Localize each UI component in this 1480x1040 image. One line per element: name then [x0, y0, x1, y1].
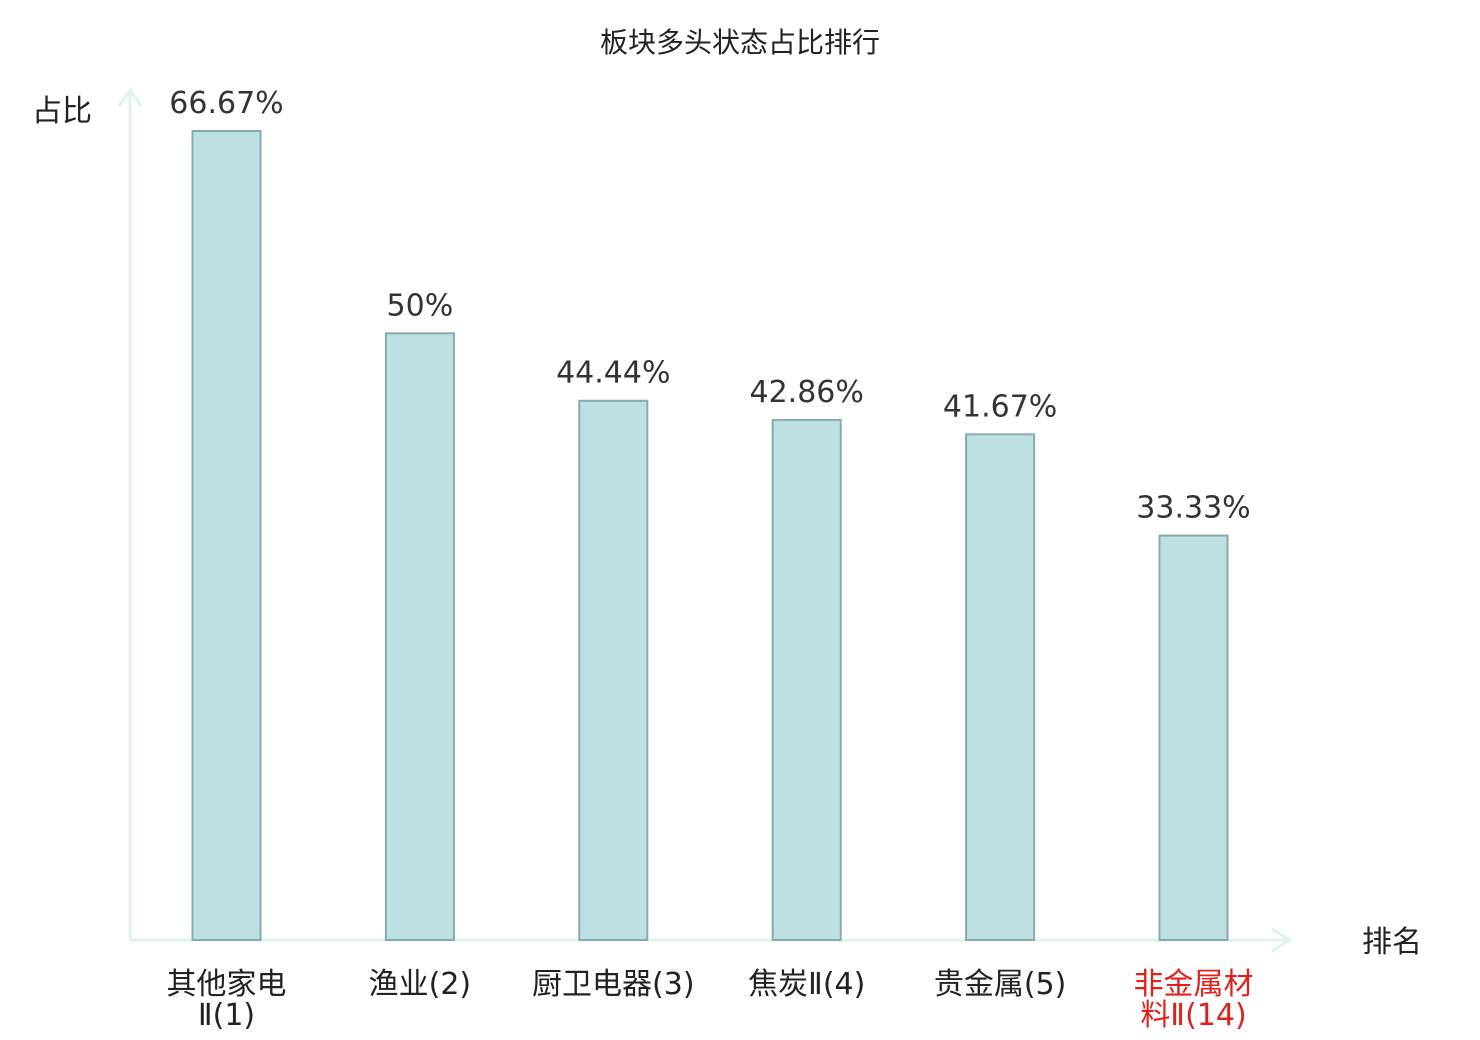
value-label-3: 44.44%: [556, 356, 670, 391]
category-label-line: 焦炭Ⅱ(4): [748, 967, 865, 1002]
chart-title: 板块多头状态占比排行: [600, 26, 880, 59]
y-axis-label: 占比: [32, 94, 92, 129]
value-labels-group: 66.67% 50% 44.44% 42.86% 41.67% 33.33%: [169, 86, 1250, 526]
bars-group: [191, 130, 1229, 941]
value-label-1: 66.67%: [169, 86, 283, 121]
category-label-line: Ⅱ(1): [198, 998, 255, 1033]
category-labels-group: 其他家电 Ⅱ(1) 渔业(2) 厨卫电器(3) 焦炭Ⅱ(4) 贵金属(5) 非金属材料Ⅱ(1…: [167, 967, 1254, 1033]
value-label-4: 42.86%: [750, 375, 864, 410]
category-label-2: 渔业(2): [369, 967, 472, 1002]
bar-3: [578, 399, 649, 941]
category-label-line: 贵金属(5): [934, 967, 1067, 1002]
x-axis-label: 排名: [1362, 925, 1422, 960]
bar-1: [191, 130, 262, 941]
value-label-6: 33.33%: [1136, 491, 1250, 526]
bar-2: [384, 332, 455, 941]
category-label-1: 其他家电 Ⅱ(1): [167, 967, 287, 1033]
category-label-line: 渔业(2): [369, 967, 472, 1002]
category-label-line: 非金属材: [1134, 967, 1254, 1002]
y-axis-arrow: [117, 87, 143, 107]
value-label-2: 50%: [387, 288, 454, 323]
category-label-line: 料Ⅱ(14): [1140, 998, 1246, 1033]
bar-5: [965, 433, 1036, 941]
x-axis-arrow: [1271, 927, 1293, 953]
value-label-5: 41.67%: [943, 389, 1057, 424]
category-label-3: 厨卫电器(3): [532, 967, 695, 1002]
category-label-line: 其他家电: [167, 967, 287, 1002]
bar-4: [771, 418, 842, 941]
bar-6: [1158, 534, 1229, 941]
category-label-5: 贵金属(5): [934, 967, 1067, 1002]
category-label-6: 非金属材料Ⅱ(14): [1134, 967, 1254, 1033]
category-label-4: 焦炭Ⅱ(4): [748, 967, 865, 1002]
category-label-line: 厨卫电器(3): [532, 967, 695, 1002]
